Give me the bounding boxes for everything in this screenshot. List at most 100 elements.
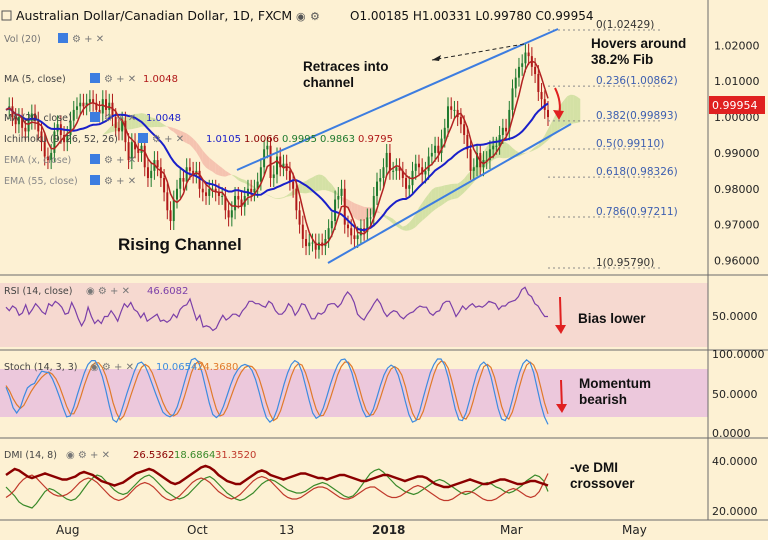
candle-body	[424, 170, 427, 175]
candle-body	[117, 127, 120, 132]
moving-averages	[5, 60, 549, 246]
stoch-tick: 0.0000	[712, 427, 751, 440]
cloud-segment	[331, 184, 336, 194]
settings-icon[interactable]: ◉ ⚙ + ✕	[90, 362, 134, 373]
settings-icon[interactable]: ⚙ + ✕	[104, 155, 136, 166]
candle-body	[330, 221, 333, 229]
cloud-segment	[102, 131, 107, 135]
settings-icon[interactable]: ⚙ + ✕	[104, 113, 136, 124]
eye-icon[interactable]	[90, 175, 100, 185]
candle-body	[450, 106, 453, 110]
settings-icon[interactable]: ⚙ + ✕	[104, 74, 136, 85]
cloud-segment	[247, 182, 252, 187]
cloud-segment	[225, 170, 229, 177]
candle-body	[114, 117, 117, 128]
candle-body	[150, 170, 153, 179]
price-tick: 1.00000	[714, 111, 760, 124]
candle-body	[459, 117, 462, 125]
dmi-plus-value: 18.6864	[174, 450, 215, 461]
cloud-segment	[318, 174, 323, 191]
fib-retracement: 0(1.02429) 0.236(1.00862) 0.382(0.99893) 0.…	[548, 19, 678, 269]
candle-body	[540, 91, 543, 100]
eye-icon[interactable]	[58, 33, 68, 43]
settings-icon[interactable]: ⚙ + ✕	[152, 134, 184, 145]
candle-body	[414, 163, 417, 171]
candle-body	[472, 167, 475, 171]
cloud-segment	[528, 149, 532, 153]
candle-body	[369, 217, 372, 219]
candle-body	[508, 109, 511, 132]
retraces-note-line: channel	[303, 75, 354, 90]
candle-body	[537, 74, 540, 92]
ma5-line	[5, 60, 549, 246]
candle-body	[505, 127, 508, 132]
candle-body	[453, 109, 456, 111]
rsi-band	[0, 283, 708, 347]
candle-body	[495, 145, 498, 147]
candle-body	[188, 167, 191, 171]
cloud-segment	[567, 94, 571, 125]
dashed-arrow	[431, 43, 525, 61]
cloud-segment	[180, 130, 184, 142]
candle-body	[24, 127, 27, 132]
candle-body	[240, 199, 243, 207]
cloud-segment	[264, 194, 268, 196]
candle-body	[46, 156, 49, 161]
stoch-tick: 100.0000	[712, 348, 765, 361]
symbol-icon[interactable]	[1, 10, 12, 21]
eye-icon[interactable]	[138, 133, 148, 143]
cloud-segment	[299, 182, 303, 194]
settings-icon[interactable]: ⚙	[310, 10, 320, 23]
candle-body	[337, 195, 340, 200]
candle-body	[227, 210, 230, 218]
eye-icon[interactable]	[90, 154, 100, 164]
cloud-segment	[215, 162, 219, 176]
candle-body	[398, 167, 401, 171]
candle-body	[179, 178, 182, 189]
settings-icon[interactable]: ⚙ + ✕	[104, 176, 136, 187]
candle-body	[156, 160, 159, 168]
candle-body	[421, 167, 424, 175]
dmi-adx-line	[5, 464, 549, 489]
candle-body	[292, 181, 295, 189]
eye-icon[interactable]	[90, 73, 100, 83]
candle-body	[250, 188, 253, 193]
stoch-k-line	[5, 357, 549, 425]
candle-body	[208, 188, 211, 196]
cloud-segment	[441, 185, 445, 206]
cloud-segment	[360, 205, 365, 221]
fib-label: 0.618(0.98326)	[596, 166, 678, 178]
candle-body	[75, 106, 78, 110]
candle-body	[517, 66, 520, 78]
cloud-segment	[406, 222, 410, 231]
candle-body	[308, 242, 311, 247]
stoch-label: Stoch (14, 3, 3)	[4, 362, 78, 373]
cloud-segment	[502, 140, 507, 159]
candle-body	[127, 142, 130, 161]
cloud-segment	[564, 96, 568, 127]
ichimoku-value-3: 0.9995	[282, 134, 317, 145]
eye-icon[interactable]: ◉	[296, 10, 306, 23]
settings-icon[interactable]: ◉ ⚙ + ✕	[66, 450, 110, 461]
settings-icon[interactable]: ⚙ + ✕	[72, 34, 104, 45]
candle-body	[340, 188, 343, 196]
cloud-segment	[422, 198, 426, 221]
candle-body	[440, 138, 443, 153]
ma20-line	[5, 102, 549, 232]
candle-body	[408, 185, 411, 189]
cloud-segment	[438, 186, 442, 208]
candle-body	[101, 99, 104, 114]
cloud-segment	[231, 174, 236, 178]
settings-icon[interactable]: ◉ ⚙ + ✕	[86, 286, 130, 297]
dmi-minus-line	[5, 473, 549, 502]
cloud-segment	[325, 177, 329, 191]
candle-body	[466, 135, 469, 150]
ichimoku-value-2: 1.0066	[244, 134, 279, 145]
candle-body	[311, 242, 314, 244]
rsi-value: 46.6082	[147, 286, 188, 297]
eye-icon[interactable]	[90, 112, 100, 122]
x-tick-label: Oct	[187, 523, 208, 537]
cloud-segment	[435, 186, 439, 210]
cloud-segment	[244, 179, 248, 186]
dmi-tick: 40.0000	[712, 455, 758, 468]
